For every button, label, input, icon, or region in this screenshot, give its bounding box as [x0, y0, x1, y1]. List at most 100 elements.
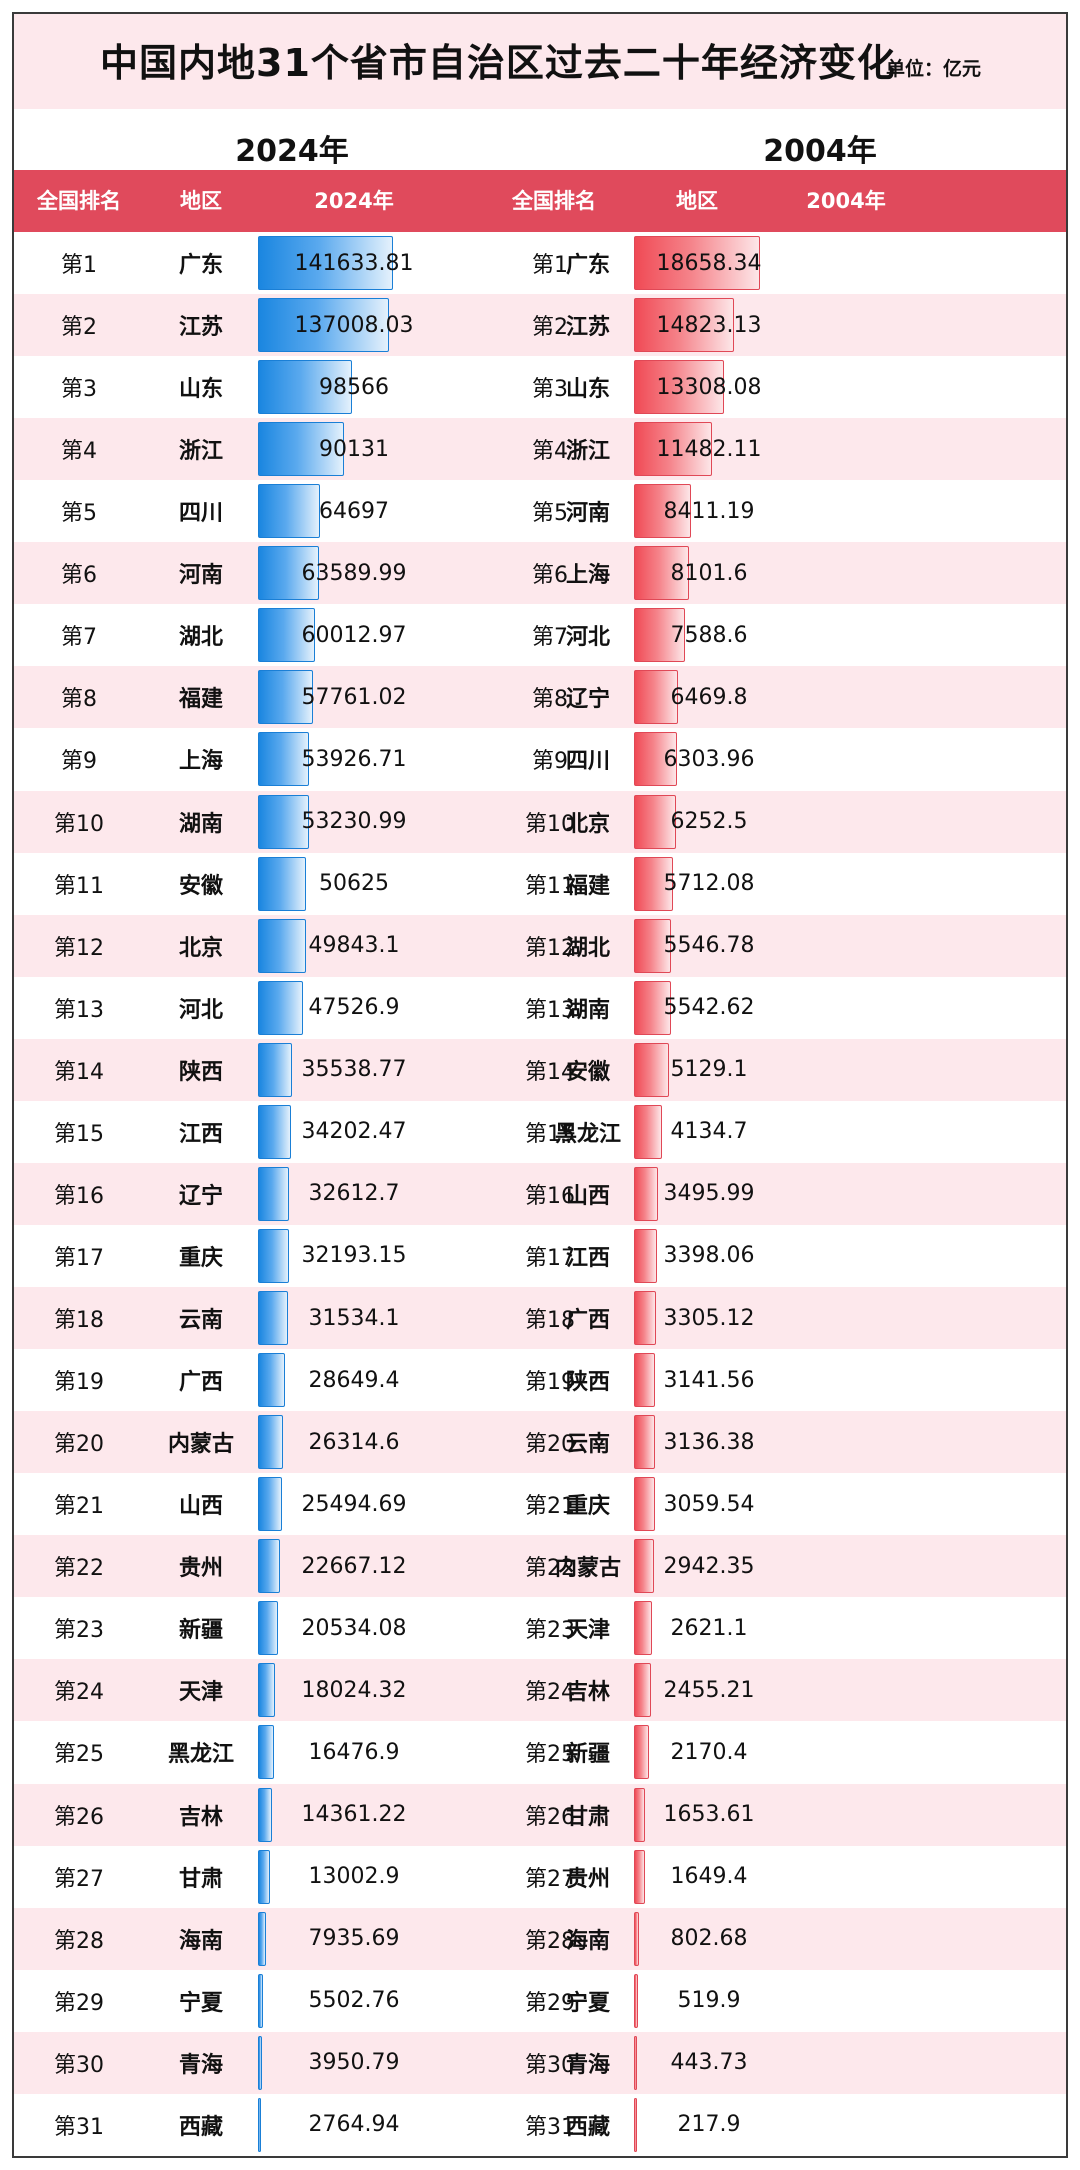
rank-cell-2004: 第30	[525, 2052, 575, 2078]
value-label-2024: 34202.47	[301, 1119, 407, 1145]
region-cell-2024: 西藏	[178, 2114, 223, 2140]
rank-cell-2004: 第6	[532, 563, 568, 589]
region-cell-2004: 江苏	[565, 315, 610, 341]
value-label-2024: 28649.4	[308, 1367, 400, 1393]
bar-2024	[258, 1228, 289, 1283]
table-row: 第29 宁夏 5502.76 第29 宁夏 519.9	[14, 1969, 1066, 2032]
rank-cell-2024: 第21	[54, 1494, 104, 1520]
value-label-2004: 3495.99	[663, 1181, 755, 1207]
region-cell-2024: 青海	[178, 2052, 223, 2078]
bar-2004	[634, 2097, 637, 2152]
table-row: 第8 福建 57761.02 第8 辽宁 6469.8	[14, 666, 1066, 729]
header-region-2004: 地区	[676, 189, 718, 213]
region-cell-2004: 湖南	[565, 997, 610, 1023]
bar-2024	[258, 1849, 271, 1904]
value-label-2024: 35538.77	[301, 1057, 407, 1083]
rank-cell-2024: 第26	[54, 1804, 104, 1830]
table-row: 第14 陕西 35538.77 第14 安徽 5129.1	[14, 1038, 1066, 1101]
rank-cell-2024: 第6	[61, 563, 97, 589]
bar-2004	[634, 1477, 655, 1532]
region-cell-2004: 北京	[565, 811, 610, 837]
rank-cell-2024: 第11	[54, 873, 104, 899]
value-label-2004: 13308.08	[656, 374, 762, 400]
value-label-2004: 5546.78	[663, 933, 755, 959]
region-cell-2024: 福建	[178, 687, 223, 713]
rank-cell-2004: 第29	[525, 1990, 575, 2016]
rank-cell-2024: 第22	[54, 1556, 104, 1582]
value-label-2024: 20534.08	[301, 1615, 407, 1641]
bar-2024	[258, 1601, 278, 1656]
bar-2024	[258, 1166, 290, 1221]
header-region-2024: 地区	[180, 189, 222, 213]
rank-cell-2004: 第20	[525, 1432, 575, 1458]
bar-2004	[634, 298, 735, 353]
table-row: 第28 海南 7935.69 第28 海南 802.68	[14, 1907, 1066, 1970]
value-label-2024: 98566	[319, 374, 389, 400]
value-label-2024: 63589.99	[301, 560, 407, 586]
rank-cell-2004: 第31	[525, 2114, 575, 2140]
region-cell-2024: 湖南	[178, 811, 223, 837]
bar-2024	[258, 670, 314, 725]
bar-2004	[634, 1787, 646, 1842]
rank-cell-2004: 第19	[525, 1370, 575, 1396]
bar-2004	[634, 1415, 656, 1470]
header-rank-2004: 全国排名	[512, 189, 596, 213]
value-label-2024: 137008.03	[294, 312, 414, 338]
bar-2024	[258, 608, 316, 663]
value-label-2004: 5129.1	[670, 1057, 748, 1083]
region-cell-2024: 湖北	[178, 625, 223, 651]
region-cell-2004: 河北	[565, 625, 610, 651]
region-cell-2004: 新疆	[565, 1742, 610, 1768]
rank-cell-2004: 第25	[525, 1742, 575, 1768]
value-label-2004: 14823.13	[656, 312, 762, 338]
value-label-2004: 2942.35	[663, 1553, 755, 1579]
bar-2024	[258, 1725, 274, 1780]
value-label-2024: 3950.79	[308, 2050, 400, 2076]
value-label-2004: 1653.61	[663, 1802, 755, 1828]
value-label-2024: 60012.97	[301, 622, 407, 648]
rank-cell-2004: 第8	[532, 687, 568, 713]
table-row: 第10 湖南 53230.99 第10 北京 6252.5	[14, 790, 1066, 853]
region-cell-2024: 甘肃	[178, 1866, 223, 1892]
value-label-2004: 7588.6	[670, 622, 748, 648]
rank-cell-2004: 第10	[525, 811, 575, 837]
bar-2024	[258, 732, 310, 787]
value-label-2004: 443.73	[670, 2050, 748, 2076]
table-row: 第26 吉林 14361.22 第26 甘肃 1653.61	[14, 1783, 1066, 1846]
region-cell-2024: 山东	[178, 377, 223, 403]
bar-2024	[258, 856, 307, 911]
bar-2004	[634, 1663, 651, 1718]
rank-cell-2024: 第9	[61, 749, 97, 775]
region-cell-2024: 河南	[178, 563, 223, 589]
value-label-2004: 5542.62	[663, 995, 755, 1021]
rank-cell-2024: 第14	[54, 1059, 104, 1085]
region-cell-2024: 安徽	[178, 873, 223, 899]
title-bar: 中国内地31个省市自治区过去二十年经济变化 单位：亿元	[14, 14, 1066, 109]
rank-cell-2024: 第20	[54, 1432, 104, 1458]
value-label-2024: 18024.32	[301, 1677, 407, 1703]
table-row: 第24 天津 18024.32 第24 吉林 2455.21	[14, 1659, 1066, 1722]
bar-2004	[634, 2035, 637, 2090]
value-label-2024: 22667.12	[301, 1553, 407, 1579]
region-cell-2004: 广西	[565, 1308, 610, 1334]
bar-2024	[258, 1539, 280, 1594]
rank-cell-2024: 第17	[54, 1245, 104, 1271]
bar-2004	[634, 1601, 652, 1656]
bar-2024	[258, 360, 352, 415]
rank-cell-2024: 第30	[54, 2052, 104, 2078]
value-label-2024: 47526.9	[308, 995, 400, 1021]
page-title: 中国内地31个省市自治区过去二十年经济变化	[100, 41, 896, 85]
region-cell-2024: 北京	[178, 935, 223, 961]
bar-2004	[634, 980, 672, 1035]
rank-cell-2004: 第3	[532, 377, 568, 403]
value-label-2004: 802.68	[670, 1926, 748, 1952]
bar-2024	[258, 1477, 283, 1532]
rank-cell-2004: 第7	[532, 625, 568, 651]
bar-2004	[634, 236, 760, 290]
value-label-2024: 32193.15	[301, 1243, 407, 1269]
bar-2024	[258, 422, 344, 477]
bar-2004	[634, 1539, 654, 1594]
value-label-2004: 3398.06	[663, 1243, 755, 1269]
table-row: 第23 新疆 20534.08 第23 天津 2621.1	[14, 1597, 1066, 1660]
value-label-2024: 90131	[319, 436, 389, 462]
